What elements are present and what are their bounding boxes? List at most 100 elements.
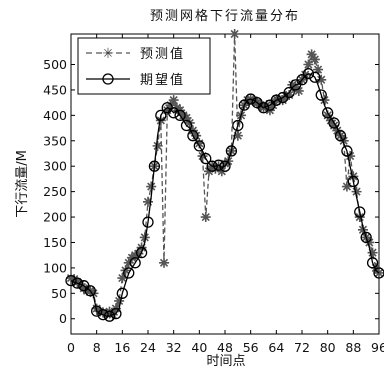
expected-point	[148, 160, 161, 172]
y-tick-label: 200	[43, 210, 67, 225]
expected-point	[232, 119, 244, 132]
predicted-point	[319, 95, 330, 106]
x-tick-label: 64	[268, 340, 284, 355]
predicted-point	[345, 151, 356, 162]
predicted-point	[117, 273, 128, 284]
predicted-point	[293, 85, 304, 96]
predicted-point	[341, 181, 352, 192]
expected-point	[328, 117, 340, 129]
x-tick-label: 56	[243, 340, 259, 355]
predicted-point	[213, 161, 224, 172]
expected-point	[142, 216, 154, 228]
expected-point	[334, 130, 347, 142]
x-tick-label: 32	[166, 340, 182, 355]
expected-point	[97, 309, 109, 321]
x-tick-label: 48	[217, 340, 233, 355]
expected-point	[309, 71, 321, 83]
predicted-point	[162, 105, 173, 116]
y-tick-label: 400	[43, 108, 67, 123]
x-tick-label: 16	[114, 340, 130, 355]
predicted-point	[332, 125, 343, 136]
expected-point	[322, 107, 334, 119]
expected-point	[91, 305, 103, 317]
expected-point	[187, 130, 199, 142]
expected-point	[366, 257, 379, 269]
predicted-point	[159, 257, 170, 268]
x-axis: 0 8 16 24 32 40 48 56 64 72 80 88 96	[67, 34, 384, 355]
y-tick-label: 500	[43, 57, 67, 72]
predicted-point	[309, 54, 320, 65]
series-layer	[65, 29, 384, 322]
predicted-point	[370, 262, 381, 273]
predicted-point	[203, 166, 214, 177]
expected-point	[135, 246, 148, 259]
y-tick-label: 150	[43, 235, 67, 250]
expected-point	[116, 287, 128, 299]
expected-point	[245, 93, 257, 105]
legend-box	[77, 37, 211, 95]
y-axis: 0 50 100 150 200 250 300 350 400 450 500	[43, 57, 379, 326]
expected-point	[238, 99, 250, 111]
legend-marker-predicted: ✳	[102, 46, 114, 62]
expected-point	[110, 308, 122, 320]
expected-point	[129, 257, 141, 269]
predicted-point	[133, 248, 144, 259]
predicted-point	[351, 186, 362, 197]
predicted-point	[191, 130, 202, 141]
x-tick-label: 88	[345, 340, 361, 355]
predicted-point	[322, 110, 333, 121]
predicted-point	[130, 250, 141, 261]
predicted-point	[338, 135, 349, 146]
predicted-point	[367, 247, 378, 258]
expected-point	[225, 145, 238, 157]
predicted-point	[165, 100, 176, 111]
predicted-point	[66, 273, 76, 284]
predicted-point	[194, 138, 205, 149]
predicted-point	[88, 288, 99, 299]
expected-point	[123, 267, 135, 279]
x-tick-label: 40	[191, 340, 207, 355]
y-tick-label: 250	[43, 184, 67, 199]
predicted-point	[168, 95, 179, 106]
expected-point	[206, 160, 218, 172]
legend-label-predicted: 预测值	[140, 46, 185, 62]
predicted-point	[329, 120, 340, 131]
y-tick-label: 300	[43, 159, 67, 174]
legend: ✳ 预测值 期望值	[77, 37, 211, 95]
chart-title: 预测网格下行流量分布	[150, 8, 300, 24]
predicted-point	[184, 117, 195, 128]
y-tick-label: 100	[43, 260, 67, 275]
expected-point	[84, 285, 96, 297]
expected-point	[212, 159, 225, 171]
x-tick-label: 24	[140, 340, 156, 355]
predicted-point	[216, 166, 227, 177]
legend-marker-expected	[102, 73, 114, 85]
predicted-point	[181, 112, 192, 123]
predicted-point	[139, 232, 150, 243]
predicted-point	[123, 257, 134, 268]
x-axis-label: 时间点	[206, 354, 245, 369]
predicted-point	[268, 100, 279, 111]
predicted-point	[146, 181, 157, 192]
expected-point	[341, 145, 353, 157]
predicted-point	[284, 90, 295, 101]
expected-point	[193, 140, 205, 152]
predicted-point	[152, 140, 163, 151]
expected-point	[283, 86, 295, 99]
y-tick-label: 0	[59, 311, 67, 326]
expected-point	[302, 68, 315, 80]
predicted-point	[364, 237, 375, 248]
predicted-point	[229, 29, 240, 39]
predicted-point	[232, 130, 243, 141]
expected-point	[360, 231, 372, 244]
x-tick-label: 8	[93, 340, 101, 355]
expected-point	[257, 102, 270, 114]
predicted-point	[98, 307, 109, 318]
expected-point	[65, 274, 77, 287]
legend-label-expected: 期望值	[140, 72, 185, 88]
y-tick-label: 350	[43, 133, 67, 148]
predicted-point	[114, 295, 125, 306]
expected-point	[168, 107, 180, 119]
expected-point	[155, 109, 167, 122]
predicted-point	[143, 196, 153, 207]
